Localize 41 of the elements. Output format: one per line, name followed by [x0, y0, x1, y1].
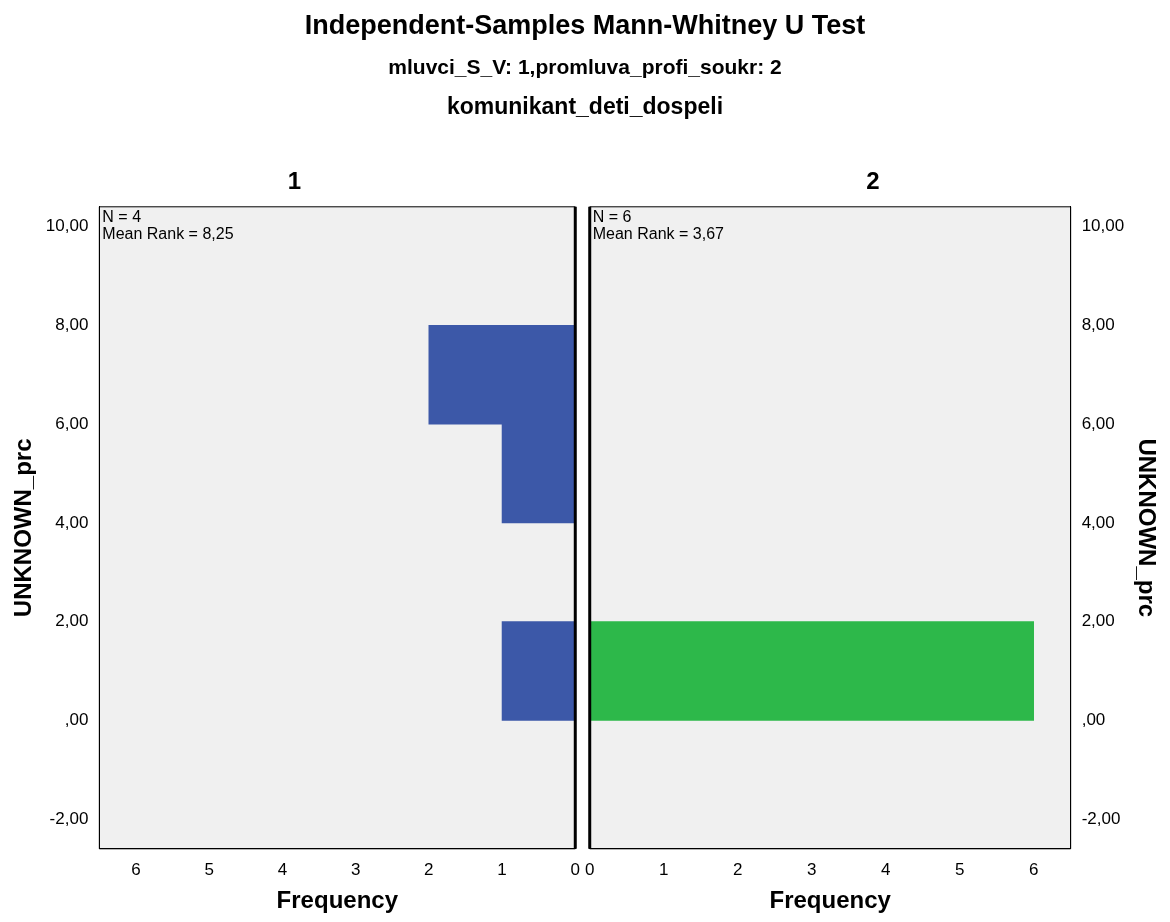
text: mluvci_S_V: 1,promluva_profi_soukr: 2: [387, 55, 783, 79]
text: komunikant_deti_dospeli: [445, 93, 725, 120]
x-tick-label: 2: [424, 859, 434, 879]
annotation: Mean Rank = 3,67: [592, 225, 725, 243]
x-tick-label: 4: [880, 859, 891, 879]
x-axis-title: Frequency: [276, 886, 399, 914]
y-tick-label: 4,00: [1081, 512, 1115, 532]
y-axis-title: UNKNOWN_prc: [9, 438, 37, 618]
y-tick-label: 4,00: [55, 512, 89, 532]
chart-title: 2: [866, 167, 880, 195]
y-tick-label: 8,00: [1081, 315, 1115, 335]
y-tick-label: -2,00: [1081, 808, 1121, 828]
x-tick-label: 0: [584, 859, 595, 879]
y-tick-label: 10,00: [1081, 216, 1125, 236]
annotation: N = 4: [102, 208, 142, 226]
y-tick-label: ,00: [64, 710, 89, 730]
text: Independent-Samples Mann-Whitney U Test: [303, 10, 867, 41]
y-tick-label: 2,00: [55, 611, 89, 631]
annotation: Mean Rank = 8,25: [102, 225, 234, 243]
x-tick-label: 5: [954, 859, 965, 879]
y-tick-label: 2,00: [1081, 611, 1115, 631]
x-tick-label: 1: [658, 859, 669, 879]
x-tick-label: 0: [570, 859, 581, 879]
x-tick-label: 4: [277, 859, 288, 879]
x-tick-label: 3: [806, 859, 817, 879]
x-tick-label: 2: [732, 859, 743, 879]
x-tick-label: 1: [497, 859, 507, 879]
x-tick-label: 5: [204, 859, 214, 879]
y-tick-label: -2,00: [49, 808, 89, 828]
x-tick-label: 3: [350, 859, 361, 879]
x-tick-label: 6: [131, 859, 141, 879]
y-tick-label: 10,00: [45, 216, 89, 236]
y-axis-title: UNKNOWN_prc: [1133, 438, 1161, 618]
y-tick-label: ,00: [1081, 710, 1106, 730]
y-tick-label: 6,00: [1081, 413, 1115, 433]
y-tick-label: 8,00: [55, 315, 89, 335]
x-tick-label: 6: [1028, 859, 1039, 879]
chart-title: 1: [287, 167, 302, 195]
y-tick-label: 6,00: [55, 413, 89, 433]
annotation: N = 6: [592, 208, 632, 226]
x-axis-title: Frequency: [769, 886, 892, 914]
